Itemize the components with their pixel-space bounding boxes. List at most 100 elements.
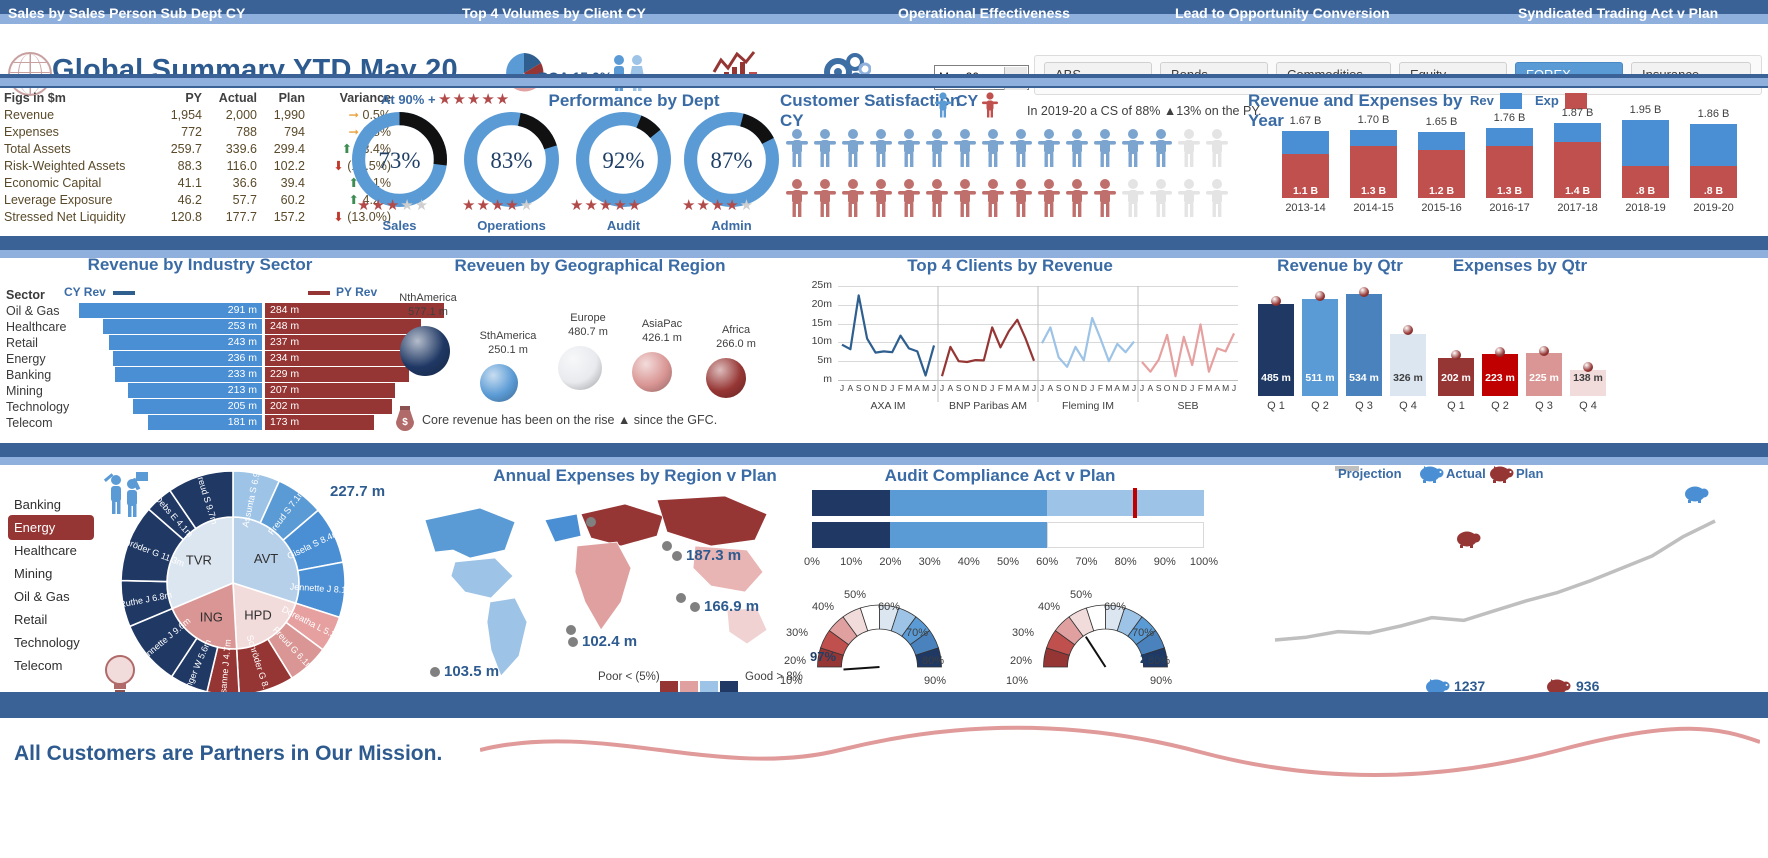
sidebar-item-oil-gas[interactable]: Oil & Gas [14, 589, 70, 604]
donut-admin[interactable]: 87% [684, 112, 779, 207]
x-tick: A [914, 383, 921, 393]
clients-chart: m 5m 10m 15m 20m 25m J A S O N D J F M A M J AXA IM J A S O N D J… [790, 272, 1240, 437]
sidebar-item-banking[interactable]: Banking [14, 497, 61, 512]
axis-line [838, 380, 1238, 381]
x-tick: N [1072, 383, 1079, 393]
map-legend-chip-3 [700, 681, 718, 692]
pictogram-person [1122, 178, 1144, 223]
x-tick: F [1097, 383, 1104, 393]
cell-py: 120.8 [170, 209, 202, 224]
x-tick: F [997, 383, 1004, 393]
footer-band [0, 692, 1768, 718]
world-map[interactable] [395, 480, 795, 690]
cell-py: 88.3 [177, 158, 202, 173]
wave-decoration [480, 725, 1760, 777]
year-bar-exp-label: 1.4 B [1564, 185, 1591, 197]
donut-audit-label: Audit [606, 218, 641, 233]
threshold-stars: ★★★★★ [438, 91, 511, 108]
cell-actual: 788 [236, 124, 257, 139]
gauge-svg [817, 604, 942, 671]
cell-py: 1,954 [170, 107, 202, 122]
donut-sales[interactable]: 73% [352, 112, 447, 207]
y-tick: 5m [817, 354, 832, 367]
person-icon [1206, 179, 1228, 217]
trend-up-icon: ⬆ [348, 176, 360, 190]
gauge-tick: 30% [786, 627, 809, 639]
gauge-tick: 50% [1070, 589, 1093, 601]
cell-actual: 339.6 [225, 141, 257, 156]
compliance-axis-tick: 70% [1075, 556, 1098, 568]
gauge-tick: 60% [878, 601, 901, 613]
exp-qtr-title: Expenses by Qtr [1452, 256, 1588, 275]
x-tick: D [1080, 383, 1087, 393]
person-icon [954, 129, 976, 167]
satisfaction-legend-cy: CY [956, 93, 979, 110]
bar-cy: 236 m [113, 351, 262, 366]
person-icon [814, 129, 836, 167]
geo-title: Reveuen by Geographical Region [454, 256, 726, 275]
bubble[interactable] [632, 352, 672, 392]
map-legend-chip-1 [660, 681, 678, 692]
gauge-value: 97% [810, 649, 837, 664]
sidebar-item-retail[interactable]: Retail [14, 612, 48, 627]
gauge-tick: 50% [844, 589, 867, 601]
qtr-value: 485 m [1261, 372, 1291, 384]
x-tick: O [863, 383, 871, 393]
x-tick: F [897, 383, 904, 393]
table-row: Risk-Weighted Assets 88.3 116.0 102.2 ⬇ (13.… [4, 157, 391, 174]
sidebar-item-energy[interactable]: Energy [8, 515, 94, 540]
pictogram-person [870, 178, 892, 223]
person-icon [842, 129, 864, 167]
bubble-label-1: SthAmerica 250.1 m [458, 329, 558, 357]
qtr-label: Q 4 [1399, 400, 1417, 412]
table-row: Economic Capital 41.1 36.6 39.4 ⬆ 7.1% [4, 174, 391, 191]
donut-sales-label: Sales [382, 218, 417, 233]
rev-exp-year-chart: 1.67 B 1.1 B 2013-14 1.70 B 1.3 B 2014-15 1.65… [1280, 104, 1760, 230]
top-band-dark [0, 0, 1768, 14]
gauge-operational-effectiveness: 30%40%50%60%70%80%90%100%0%10%20%97% [778, 575, 977, 705]
gauge-tick: 20% [1010, 655, 1033, 667]
bubble[interactable] [558, 346, 602, 390]
cell-actual: 57.7 [232, 192, 257, 207]
bubble[interactable] [480, 364, 518, 402]
x-tick: J [1139, 383, 1145, 393]
cell-py: 772 [181, 124, 202, 139]
sidebar-item-telecom[interactable]: Telecom [14, 658, 63, 673]
people-celebrate-icon [103, 472, 148, 517]
performance-title: Performance by Dept [548, 91, 720, 110]
sidebar-item-mining[interactable]: Mining [14, 566, 53, 581]
qtr-bar [1390, 333, 1426, 396]
pictogram-person [842, 178, 864, 223]
sidebar-item-healthcare[interactable]: Healthcare [14, 543, 77, 558]
pictogram-person [1038, 178, 1060, 223]
table-row: Total Assets 259.7 339.6 299.4 ⬆ 13.4% [4, 140, 391, 157]
cell-py: 41.1 [177, 175, 202, 190]
bubble[interactable] [400, 326, 450, 376]
footer-label-4: Lead to Opportunity Conversion [1175, 5, 1390, 21]
svg-text:AVT: AVT [254, 551, 278, 566]
pictogram-person [954, 128, 976, 173]
sidebar-item-technology[interactable]: Technology [14, 635, 80, 650]
industry-col-header: Sector [6, 288, 45, 302]
x-tick: M [1022, 383, 1030, 393]
compliance-track [1047, 522, 1204, 548]
year-bar-exp-label: .8 B [1703, 185, 1724, 197]
trend-down-icon: ⬇ [333, 159, 344, 173]
bubble-region: Europe [570, 312, 606, 324]
donut-operations-value: 83% [490, 148, 533, 173]
world-map-svg[interactable] [395, 480, 795, 690]
x-tick: S [1055, 383, 1062, 393]
person-icon [842, 179, 864, 217]
cell-plan: 1,990 [273, 107, 305, 122]
sunburst-chart[interactable]: AVT HPD ING TVR Assunta S 6.9m Freud S 7.1m Gi… [114, 464, 368, 705]
donut-audit[interactable]: 92% [576, 112, 671, 207]
pictogram-person [1094, 178, 1116, 223]
compliance-axis-tick: 60% [1036, 556, 1059, 568]
qtr-bar [1346, 294, 1382, 396]
compliance-axis-tick: 10% [840, 556, 863, 568]
compliance-band [812, 522, 891, 548]
person-py-icon [982, 92, 998, 118]
bubble[interactable] [706, 358, 746, 398]
donut-operations[interactable]: 83% [464, 112, 559, 207]
